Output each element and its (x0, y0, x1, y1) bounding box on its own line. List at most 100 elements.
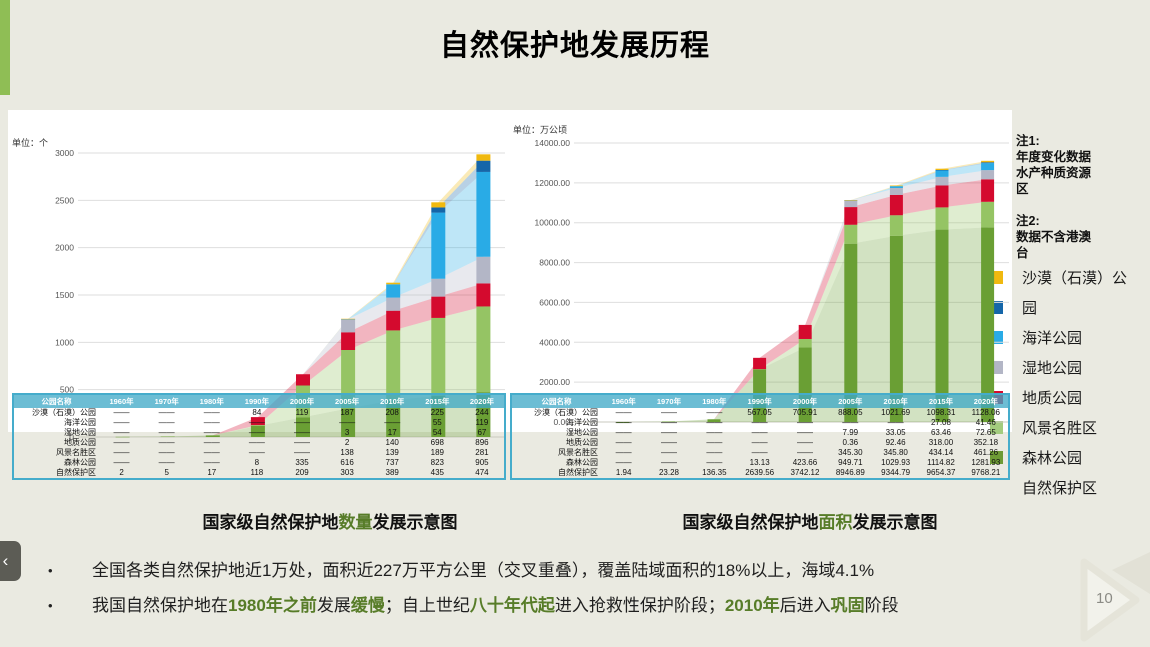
table-cell: —— (203, 438, 220, 447)
table-cell: 698 (430, 438, 444, 447)
table-cell: 2 (119, 468, 124, 477)
caption-highlight: 面积 (818, 513, 853, 532)
table-cell: 318.00 (928, 438, 954, 447)
row-label-cell: 风景名胜区 (558, 448, 598, 457)
table-cell: —— (248, 428, 265, 437)
legend-swatch-icon (990, 360, 1003, 374)
bullet-segment: 全国各类自然保护地近1万处，面积近227万平方公里（交叉重叠），覆盖陆域面积的1… (92, 561, 875, 580)
y-axis-tick-label: 2000 (55, 243, 74, 253)
note-line: 数据不含港澳 (1016, 230, 1092, 244)
bar-segment (889, 215, 903, 236)
bar-segment (889, 186, 903, 188)
y-axis-tick-label: 12000.00 (535, 178, 571, 188)
row-label-cell: 森林公园 (566, 458, 598, 467)
bar-segment (844, 207, 858, 225)
table-cell: 705.91 (792, 408, 818, 417)
table-cell: —— (158, 458, 175, 467)
bar-segment (476, 160, 491, 172)
bar-segment (889, 185, 903, 187)
table-cell: —— (203, 408, 220, 417)
y-axis-tick-label: 10000.00 (535, 218, 571, 228)
area-band (622, 201, 988, 422)
table-cell: 119 (295, 408, 309, 417)
bar-segment (476, 171, 491, 257)
table-cell: 474 (475, 468, 489, 477)
table-header-cell: 公园名称 (13, 394, 99, 408)
bullet-icon: • (48, 598, 53, 613)
legend-item: 沙漠（石漠）公 (990, 262, 1148, 292)
table-cell: —— (796, 428, 813, 437)
table-cell: 352.18 (973, 438, 999, 447)
table-cell: —— (293, 448, 310, 457)
table-cell: —— (248, 438, 265, 447)
table-cell: 139 (385, 448, 399, 457)
note-line: 水产种质资源 (1016, 166, 1092, 180)
table-cell: 7.99 (842, 428, 859, 437)
table-header-cell: 1990年 (736, 394, 783, 408)
table-cell: 345.80 (883, 448, 908, 457)
table-cell: 423.66 (792, 458, 818, 467)
bullet-text: 全国各类自然保护地近1万处，面积近227万平方公里（交叉重叠），覆盖陆域面积的1… (92, 560, 874, 582)
table-cell: 345.30 (838, 448, 863, 457)
table-cell: 616 (340, 458, 354, 467)
bullet-item: • 全国各类自然保护地近1万处，面积近227万平方公里（交叉重叠），覆盖陆域面积的… (48, 560, 1058, 582)
bar-segment (935, 169, 949, 171)
note-block: 注2: 数据不含港澳台 (1016, 213, 1148, 261)
table-cell: —— (660, 408, 677, 417)
legend-swatch-icon (990, 481, 1003, 494)
table-cell: 54 (432, 428, 442, 437)
table-cell: —— (887, 418, 904, 427)
table-cell: 41.46 (975, 418, 996, 427)
table-cell: —— (158, 418, 175, 427)
table-cell: 1114.82 (927, 458, 955, 467)
table-header-cell: 公园名称 (511, 394, 601, 408)
table-cell: 1.94 (615, 468, 632, 477)
bullet-segment: 阶段 (864, 596, 899, 615)
table-cell: —— (293, 438, 310, 447)
note-line: 年度变化数据 (1016, 150, 1092, 164)
bullet-highlight: 巩固 (830, 596, 865, 615)
prev-slide-button[interactable]: ‹ (0, 541, 21, 581)
table-cell: 1098.31 (926, 408, 956, 417)
table-cell: —— (113, 448, 130, 457)
bar-segment (981, 163, 995, 171)
table-cell: —— (796, 448, 813, 457)
bar-segment (981, 179, 995, 202)
page-title: 自然保护地发展历程 (439, 30, 710, 62)
table-cell: 1021.69 (881, 408, 911, 417)
table-cell: —— (158, 448, 175, 457)
table-row: 海洋公园 —— —— —— —— —— —— —— 27.08 41.46 (511, 418, 1009, 428)
table-cell: 27.08 (930, 418, 951, 427)
legend-label: 森林公园 (1022, 449, 1083, 467)
count-data-table: 公园名称 1960年 1970年 1980年 1990年 2000年 2005年 2010年 2… (12, 393, 506, 480)
table-cell: 389 (385, 468, 399, 477)
row-label-cell: 地质公园 (566, 438, 598, 447)
table-cell: 8 (254, 458, 260, 467)
bullet-icon: • (48, 563, 53, 578)
table-row: 森林公园 —— —— —— 8 335 616 737 823 905 (13, 458, 505, 468)
bar-segment (935, 176, 949, 186)
bar-segment (386, 297, 401, 311)
bar-segment (844, 200, 858, 208)
table-cell: 2639.56 (745, 468, 775, 477)
bar-segment (935, 168, 949, 170)
table-cell: 896 (475, 438, 489, 447)
table-header-cell: 1990年 (234, 394, 280, 408)
table-header-cell: 2005年 (827, 394, 873, 408)
note-line: 台 (1016, 246, 1029, 260)
table-cell: 434.14 (928, 448, 954, 457)
count-chart: 单位：个 3000 2500 2000 1500 1000 500 0 公园名称 1960年 19… (8, 110, 508, 490)
table-cell: —— (248, 448, 265, 457)
table-cell: —— (660, 438, 677, 447)
table-cell: —— (615, 438, 632, 447)
table-cell: —— (203, 428, 220, 437)
caption-highlight: 数量 (338, 513, 373, 532)
y-axis-tick-label: 14000.00 (535, 138, 571, 148)
bar-segment (341, 318, 356, 320)
table-cell: 23.28 (658, 468, 679, 477)
next-slide-button[interactable] (1070, 552, 1150, 647)
table-cell: 281 (475, 448, 489, 457)
bar-segment (431, 317, 446, 396)
table-row: 湿地公园 —— —— —— —— —— 3 17 54 67 (13, 428, 505, 438)
row-label-cell: 湿地公园 (566, 428, 598, 437)
